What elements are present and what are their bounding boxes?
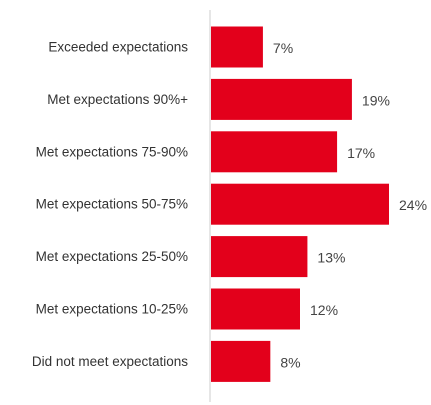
value-label: 19% [362,92,390,108]
category-label: Met expectations 90%+ [47,92,188,107]
category-label: Exceeded expectations [48,40,188,55]
category-label: Met expectations 75-90% [36,144,188,159]
value-label: 8% [280,354,300,370]
category-label: Met expectations 10-25% [36,302,188,317]
value-label: 13% [317,250,345,266]
value-label: 24% [399,197,427,213]
category-label: Did not meet expectations [32,354,188,369]
bar [211,236,308,278]
value-label: 17% [347,145,375,161]
bar [211,183,389,225]
bar [211,131,338,173]
value-labels: 7% 19% 17% 24% 13% 12% 8% [273,40,427,370]
bar [211,288,300,330]
value-label: 12% [310,302,338,318]
bar-group [211,26,389,382]
category-label: Met expectations 25-50% [36,249,188,264]
bar [211,26,263,68]
bar [211,78,352,120]
category-label: Met expectations 50-75% [36,197,188,212]
value-label: 7% [273,40,293,56]
bar [211,340,271,382]
category-labels: Exceeded expectations Met expectations 90… [32,40,188,369]
